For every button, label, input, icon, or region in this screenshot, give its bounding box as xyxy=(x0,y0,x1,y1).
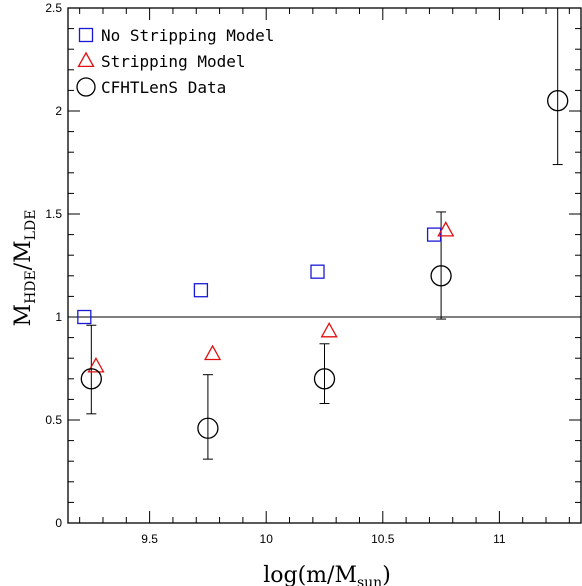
x-tick-label: 10.5 xyxy=(371,532,395,546)
circle-marker xyxy=(430,265,452,287)
circle-marker xyxy=(80,368,102,390)
y-tick-label: 2.5 xyxy=(45,1,62,15)
square-marker xyxy=(193,283,209,298)
square-marker xyxy=(310,264,325,279)
x-axis-title: log(m/Msun) xyxy=(263,563,391,586)
legend-label: CFHTLenS Data xyxy=(101,78,226,97)
plot-frame xyxy=(67,7,582,524)
x-tick-label: 10 xyxy=(260,532,274,546)
circle-marker xyxy=(547,90,569,112)
tick-labels: 9.5 10 10.5 11 0 0.5 1 1.5 2 2.5 xyxy=(45,1,506,546)
y-tick-label: 0 xyxy=(55,516,62,530)
axis-ticks xyxy=(68,7,581,524)
square-marker xyxy=(426,227,442,242)
plot-border xyxy=(67,7,582,524)
triangle-marker xyxy=(203,344,222,361)
x-tick-label: 11 xyxy=(493,532,506,546)
y-tick-label: 1.5 xyxy=(45,207,62,221)
square-marker xyxy=(77,309,92,325)
y-axis-title: MHDE/MLDE xyxy=(11,210,39,327)
legend: No Stripping Model Stripping Model CFHTLen… xyxy=(76,26,274,97)
triangle-marker xyxy=(437,221,455,237)
legend-label: No Stripping Model xyxy=(101,26,274,45)
data-markers xyxy=(77,90,569,439)
y-tick-label: 1 xyxy=(55,310,62,324)
legend-circle-icon xyxy=(76,77,96,97)
y-tick-label: 0.5 xyxy=(45,413,62,427)
legend-triangle-icon xyxy=(77,51,95,68)
y-tick-label: 2 xyxy=(55,104,62,118)
triangle-marker xyxy=(320,321,338,338)
circle-marker xyxy=(197,417,219,439)
legend-label: Stripping Model xyxy=(101,52,246,71)
error-bars xyxy=(86,8,563,460)
circle-marker xyxy=(313,368,336,390)
triangle-marker xyxy=(87,357,105,373)
legend-square-icon xyxy=(78,27,94,43)
x-tick-label: 9.5 xyxy=(141,532,158,546)
